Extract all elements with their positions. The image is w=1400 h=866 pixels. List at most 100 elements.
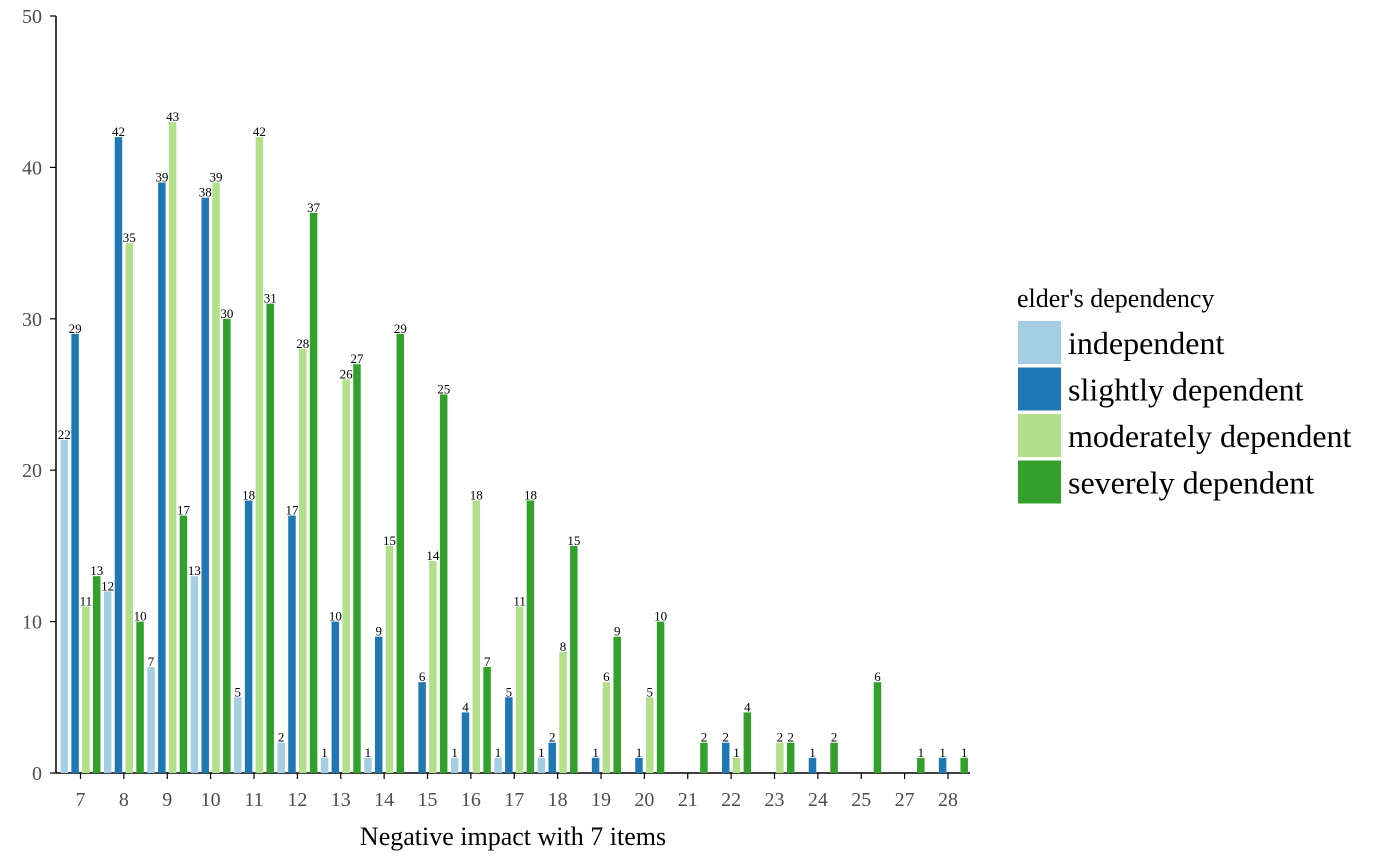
data-label: 38 <box>199 185 212 200</box>
data-label: 18 <box>242 487 255 502</box>
bar <box>873 682 882 773</box>
legend-label: independent <box>1068 325 1225 361</box>
value-labels: 2229111312423510739431713383930518423121… <box>58 109 968 760</box>
data-label: 9 <box>614 624 621 639</box>
bar <box>439 394 448 773</box>
bar <box>461 712 470 773</box>
bar <box>299 349 307 773</box>
data-label: 1 <box>961 745 968 760</box>
data-label: 26 <box>340 366 354 381</box>
data-label: 4 <box>744 699 751 714</box>
data-label: 5 <box>647 684 654 699</box>
bar <box>179 515 188 773</box>
data-label: 35 <box>123 230 136 245</box>
data-label: 1 <box>451 745 458 760</box>
data-label: 1 <box>733 745 740 760</box>
bar <box>591 757 600 773</box>
x-tick-label: 23 <box>765 789 785 811</box>
bar <box>732 757 741 773</box>
y-tick-label: 30 <box>22 309 42 331</box>
bar <box>147 667 155 773</box>
bar <box>830 742 838 773</box>
x-tick-label: 18 <box>548 789 568 811</box>
x-tick-label: 16 <box>461 789 481 811</box>
data-label: 10 <box>654 609 667 624</box>
y-tick-label: 0 <box>32 763 42 785</box>
data-label: 4 <box>462 699 469 714</box>
data-label: 22 <box>58 427 71 442</box>
legend-label: severely dependent <box>1068 465 1314 501</box>
x-tick-label: 20 <box>634 789 654 811</box>
bar <box>656 621 665 773</box>
data-label: 1 <box>365 745 372 760</box>
data-label: 29 <box>69 321 82 336</box>
legend-label: moderately dependent <box>1068 418 1352 454</box>
bar <box>223 318 231 773</box>
bar <box>190 576 199 773</box>
bar <box>917 757 925 773</box>
bar <box>613 636 621 773</box>
data-label: 1 <box>636 745 643 760</box>
data-label: 11 <box>513 593 526 608</box>
data-label: 31 <box>264 291 277 306</box>
data-label: 42 <box>112 124 125 139</box>
bar <box>136 621 144 773</box>
bar <box>266 303 274 773</box>
bar <box>472 500 481 773</box>
x-tick-label: 13 <box>331 789 351 811</box>
data-label: 2 <box>831 730 838 745</box>
bar <box>570 545 578 773</box>
x-tick-label: 15 <box>418 789 438 811</box>
x-tick-label: 10 <box>201 789 221 811</box>
bar <box>82 606 90 773</box>
data-label: 1 <box>918 745 925 760</box>
bar <box>396 333 405 773</box>
bars <box>60 121 968 774</box>
bar <box>103 591 112 773</box>
data-label: 28 <box>296 336 309 351</box>
x-tick-label: 14 <box>374 789 394 811</box>
bar <box>515 606 524 773</box>
x-tick-label: 27 <box>895 789 915 811</box>
bar <box>385 545 394 773</box>
x-tick-label: 9 <box>162 789 172 811</box>
bar <box>374 636 383 773</box>
x-axis-title: Negative impact with 7 items <box>360 822 666 851</box>
bar <box>168 121 177 774</box>
data-label: 6 <box>603 669 610 684</box>
data-label: 17 <box>177 503 191 518</box>
data-label: 2 <box>549 730 556 745</box>
x-tick-label: 28 <box>938 789 958 811</box>
data-label: 18 <box>470 487 483 502</box>
bar <box>364 757 372 773</box>
bar <box>700 742 708 773</box>
data-label: 2 <box>787 730 794 745</box>
legend-swatch <box>1018 367 1061 411</box>
data-label: 37 <box>307 200 321 215</box>
data-label: 10 <box>134 609 147 624</box>
legend-label: slightly dependent <box>1068 372 1304 408</box>
x-tick-label: 24 <box>808 789 828 811</box>
bar <box>505 697 513 773</box>
bar <box>548 742 556 773</box>
bar <box>938 757 947 773</box>
bar <box>92 576 101 773</box>
data-label: 15 <box>567 533 580 548</box>
x-tick-label: 12 <box>287 789 307 811</box>
data-label: 25 <box>437 382 450 397</box>
x-tick-label: 21 <box>678 789 698 811</box>
bar <box>212 182 220 774</box>
data-label: 14 <box>426 548 440 563</box>
bar <box>429 561 437 773</box>
bar <box>353 364 361 773</box>
legend: elder's dependency independent slightly d… <box>1017 284 1352 504</box>
data-label: 43 <box>166 109 179 124</box>
data-label: 12 <box>101 578 114 593</box>
bar <box>277 742 285 773</box>
bar <box>234 697 242 773</box>
bar <box>125 243 134 774</box>
legend-title: elder's dependency <box>1017 284 1214 313</box>
data-label: 18 <box>524 487 537 502</box>
data-label: 13 <box>188 563 201 578</box>
y-tick-label: 20 <box>22 460 42 482</box>
